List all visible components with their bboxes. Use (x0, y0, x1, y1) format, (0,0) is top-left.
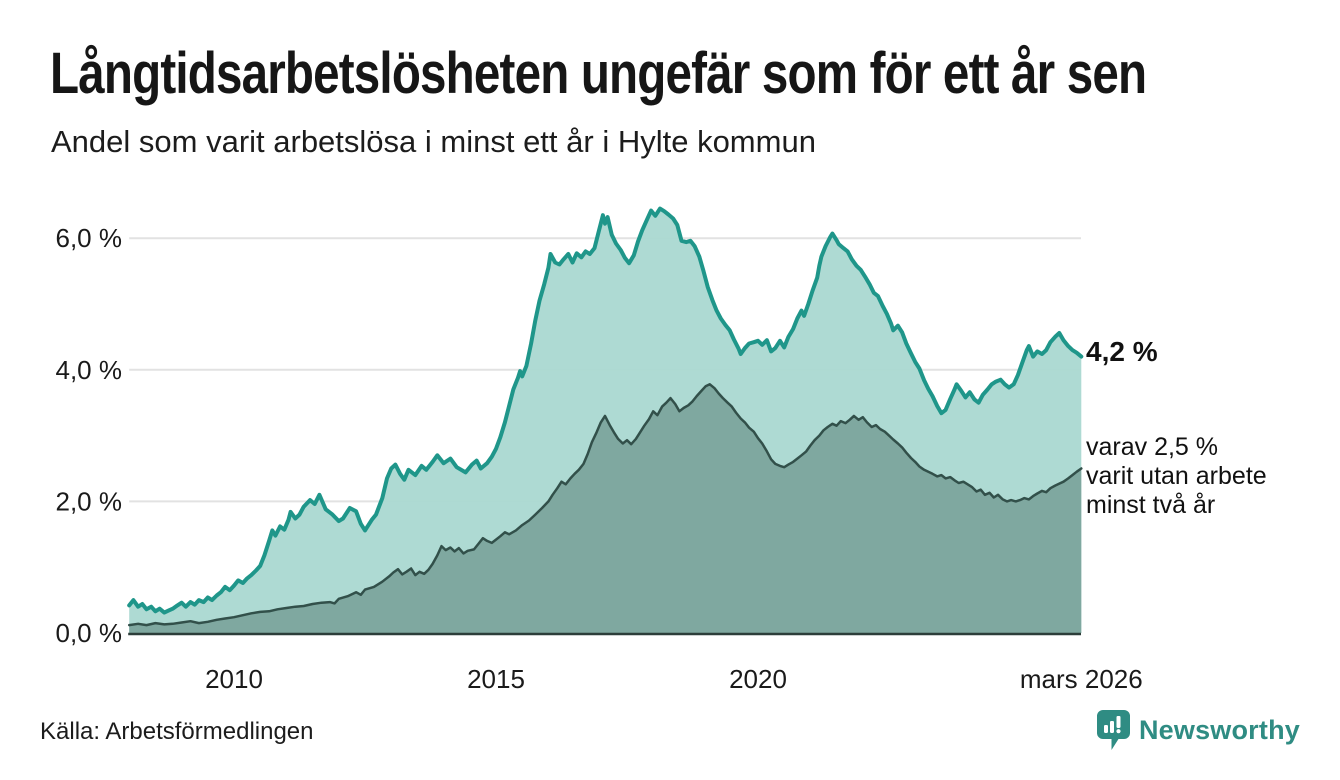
line-unemployed_min_one_year (127, 206, 1084, 615)
source-label: Källa: Arbetsförmedlingen (40, 718, 314, 745)
subset-annotation-line: varav 2,5 % (1086, 433, 1219, 461)
x-tick-label: mars 2026 (1020, 664, 1143, 694)
x-tick-label: 2015 (467, 664, 525, 694)
y-tick-label: 2,0 % (56, 486, 123, 516)
chart-subtitle: Andel som varit arbetslösa i minst ett å… (51, 124, 816, 159)
x-tick-label: 2020 (729, 664, 787, 694)
newsworthy-logo-icon (1096, 710, 1131, 751)
y-tick-label: 6,0 % (56, 223, 123, 253)
line-unemployed_min_two_years (127, 383, 1083, 627)
subset-annotation-line: varit utan arbete (1086, 462, 1267, 490)
x-tick-label: 2010 (205, 664, 263, 694)
page-title: Långtidsarbetslösheten ungefär som för e… (50, 41, 1147, 106)
subset-annotation-line: minst två år (1086, 491, 1216, 519)
newsworthy-logo-text: Newsworthy (1138, 715, 1300, 745)
y-tick-label: 0,0 % (56, 618, 123, 648)
subset-annotation: varav 2,5 % varit utan arbete minst två … (1086, 433, 1267, 520)
latest-value-label: 4,2 % (1086, 336, 1158, 367)
area-unemployed_min_two_years (129, 384, 1082, 633)
y-tick-label: 4,0 % (56, 355, 123, 385)
newsworthy-logo: Newsworthy (1096, 710, 1300, 751)
